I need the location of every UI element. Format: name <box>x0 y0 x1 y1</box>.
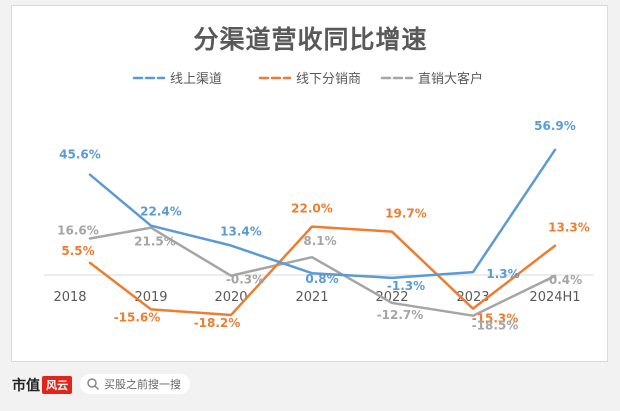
x-tick-label: 2022 <box>375 290 408 305</box>
x-tick-label: 2019 <box>134 290 167 305</box>
data-label: 21.5% <box>134 235 176 249</box>
data-label: -18.2% <box>194 316 241 330</box>
legend-label-1: 线上渠道 <box>170 72 222 87</box>
search-box[interactable]: 买股之前搜一搜 <box>80 374 190 394</box>
data-label: -12.7% <box>377 308 424 322</box>
data-label: -1.3% <box>387 279 425 293</box>
x-tick-label: 2020 <box>214 290 247 305</box>
data-label: -15.6% <box>114 310 161 324</box>
data-label: 16.6% <box>57 223 99 237</box>
data-label: 19.7% <box>385 207 427 221</box>
series-line-3 <box>88 226 557 317</box>
data-label: 1.3% <box>486 267 519 281</box>
legend-label-2: 线下分销商 <box>296 72 361 87</box>
series-line-1 <box>88 148 557 280</box>
data-label: 45.6% <box>59 148 101 162</box>
brand-mark: 风云 <box>42 376 72 394</box>
data-label: 8.1% <box>303 234 336 248</box>
footer-bar: 市值 风云 买股之前搜一搜 <box>0 366 620 411</box>
data-label: -0.4% <box>544 273 582 287</box>
data-label: 13.3% <box>548 221 590 235</box>
data-label: -0.3% <box>226 273 264 287</box>
chart-card: 分渠道营收同比增速 2018 2019 2020 2021 2022 2023 2024H1… <box>11 5 608 362</box>
chart-title: 分渠道营收同比增速 <box>193 25 428 54</box>
brand-logo: 市值 风云 <box>12 375 72 395</box>
x-tick-label: 2024H1 <box>529 290 580 305</box>
legend-label-3: 直销大客户 <box>418 71 483 87</box>
data-label: -18.5% <box>472 319 519 333</box>
data-label: -15.3% <box>472 312 519 326</box>
series-line-2 <box>88 225 557 317</box>
x-tick-label: 2021 <box>295 290 328 305</box>
x-tick-label: 2018 <box>53 290 86 305</box>
brand-name: 市值 <box>12 378 40 394</box>
data-label: 5.5% <box>61 244 94 258</box>
data-label: 56.9% <box>534 119 576 133</box>
line-chart: 2018 2019 2020 2021 2022 2023 2024H1线上渠道 线下分销商直… <box>44 71 594 333</box>
search-placeholder: 买股之前搜一搜 <box>104 378 181 391</box>
search-icon <box>87 378 100 391</box>
data-label: 22.4% <box>140 205 182 219</box>
data-label: 13.4% <box>220 225 262 239</box>
data-label: 22.0% <box>291 202 333 216</box>
data-label: 0.8% <box>305 272 338 286</box>
